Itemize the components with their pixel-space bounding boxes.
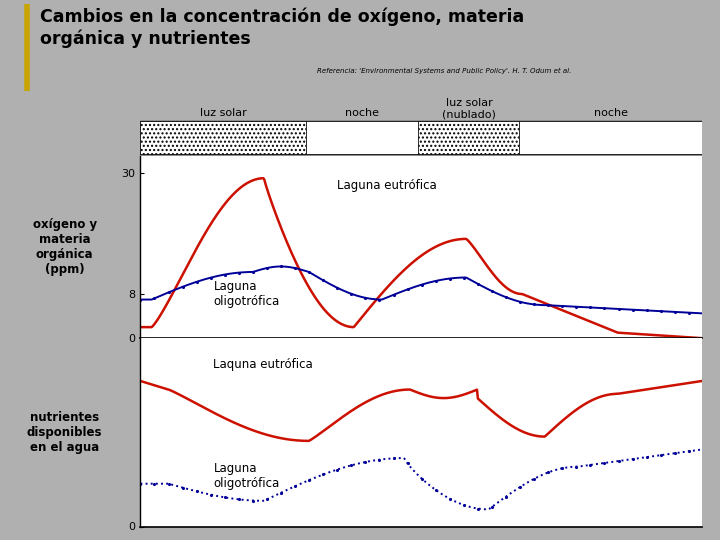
Text: Cambios en la concentración de oxígeno, materia
orgánica y nutrientes: Cambios en la concentración de oxígeno, … xyxy=(40,8,524,48)
Text: luz solar: luz solar xyxy=(200,107,247,118)
Text: noche: noche xyxy=(594,107,628,118)
Bar xyxy=(140,122,702,154)
Text: Laquna eutrófica: Laquna eutrófica xyxy=(213,358,313,371)
Text: noche: noche xyxy=(345,107,379,118)
Text: luz solar
(nublado): luz solar (nublado) xyxy=(442,98,496,119)
Bar xyxy=(418,122,520,154)
Bar xyxy=(140,122,306,154)
Text: Referencia: 'Environmental Systems and Public Policy'. H. T. Odum et al.: Referencia: 'Environmental Systems and P… xyxy=(317,68,571,74)
Text: Laguna eutrófica: Laguna eutrófica xyxy=(337,179,437,192)
Text: Laguna
oligotrófica: Laguna oligotrófica xyxy=(213,462,279,490)
Bar xyxy=(520,122,702,154)
Text: nutrientes
disponibles
en el agua: nutrientes disponibles en el agua xyxy=(27,411,102,454)
Text: Laguna
oligotrófica: Laguna oligotrófica xyxy=(213,280,279,308)
Text: oxígeno y
materia
orgánica
(ppm): oxígeno y materia orgánica (ppm) xyxy=(32,218,96,276)
Bar xyxy=(306,122,418,154)
